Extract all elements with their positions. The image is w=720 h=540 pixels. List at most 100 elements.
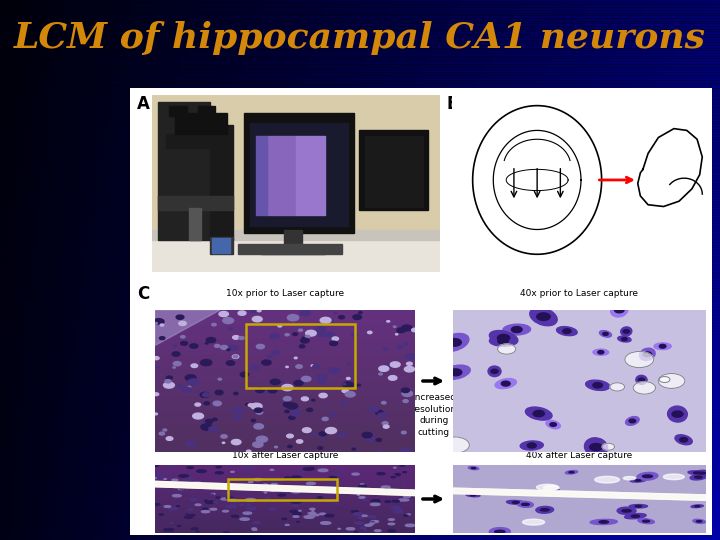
Bar bbox=[0, 234, 720, 238]
Circle shape bbox=[312, 364, 320, 368]
Circle shape bbox=[395, 334, 398, 335]
Circle shape bbox=[264, 492, 266, 493]
Ellipse shape bbox=[490, 528, 510, 536]
Bar bbox=[158, 0, 163, 540]
Ellipse shape bbox=[621, 327, 632, 336]
Bar bbox=[0, 245, 720, 248]
Circle shape bbox=[698, 472, 706, 474]
Circle shape bbox=[233, 355, 238, 358]
Circle shape bbox=[181, 341, 187, 345]
Circle shape bbox=[176, 484, 182, 485]
Ellipse shape bbox=[495, 379, 516, 389]
Bar bbox=[166, 134, 230, 148]
Circle shape bbox=[367, 524, 374, 525]
Bar bbox=[252, 0, 256, 540]
Circle shape bbox=[318, 380, 325, 384]
Circle shape bbox=[207, 338, 216, 342]
Circle shape bbox=[385, 501, 391, 502]
Circle shape bbox=[257, 309, 261, 312]
Bar bbox=[522, 0, 526, 540]
Bar bbox=[155, 506, 415, 509]
Bar bbox=[0, 399, 720, 402]
Bar bbox=[238, 244, 342, 254]
Ellipse shape bbox=[440, 333, 469, 352]
Circle shape bbox=[382, 402, 386, 404]
Bar bbox=[241, 0, 246, 540]
Bar bbox=[0, 4, 720, 8]
Bar bbox=[0, 412, 720, 416]
Bar bbox=[338, 0, 343, 540]
Bar bbox=[587, 0, 591, 540]
Circle shape bbox=[472, 468, 476, 469]
Bar bbox=[0, 269, 720, 273]
Bar bbox=[14, 0, 19, 540]
Bar bbox=[0, 174, 720, 178]
Bar bbox=[482, 0, 487, 540]
Bar bbox=[191, 0, 195, 540]
Bar bbox=[0, 447, 720, 451]
Bar bbox=[619, 0, 624, 540]
Circle shape bbox=[152, 464, 158, 467]
Circle shape bbox=[177, 525, 181, 526]
Bar bbox=[155, 0, 159, 540]
Circle shape bbox=[200, 360, 212, 366]
Bar bbox=[0, 212, 720, 216]
Circle shape bbox=[215, 487, 220, 489]
Bar bbox=[68, 0, 73, 540]
Circle shape bbox=[213, 502, 217, 503]
Bar bbox=[0, 369, 720, 373]
Circle shape bbox=[371, 500, 380, 502]
Circle shape bbox=[319, 393, 327, 398]
Bar bbox=[0, 436, 720, 440]
Circle shape bbox=[537, 313, 550, 320]
Bar bbox=[0, 31, 720, 35]
Bar bbox=[155, 324, 415, 332]
Circle shape bbox=[624, 330, 629, 333]
Circle shape bbox=[220, 346, 228, 349]
Bar bbox=[0, 342, 720, 346]
Circle shape bbox=[310, 508, 315, 510]
Bar bbox=[22, 0, 26, 540]
Circle shape bbox=[252, 529, 257, 530]
Circle shape bbox=[253, 442, 263, 447]
Bar bbox=[155, 465, 415, 468]
Circle shape bbox=[252, 316, 262, 322]
Bar bbox=[7, 0, 12, 540]
Bar bbox=[0, 15, 720, 19]
Bar bbox=[605, 0, 609, 540]
Bar bbox=[155, 395, 415, 402]
Circle shape bbox=[658, 374, 685, 388]
Circle shape bbox=[393, 510, 403, 513]
Polygon shape bbox=[155, 481, 415, 496]
Bar bbox=[0, 536, 720, 540]
Circle shape bbox=[393, 508, 401, 510]
Bar bbox=[0, 215, 720, 219]
Bar bbox=[267, 136, 296, 215]
Bar bbox=[0, 207, 720, 211]
Circle shape bbox=[191, 364, 198, 368]
Bar bbox=[162, 0, 166, 540]
Circle shape bbox=[253, 478, 262, 481]
Circle shape bbox=[186, 467, 193, 469]
Bar bbox=[500, 0, 505, 540]
Circle shape bbox=[240, 518, 249, 521]
Bar bbox=[0, 528, 720, 532]
Bar bbox=[155, 438, 415, 445]
Circle shape bbox=[379, 373, 382, 375]
Bar bbox=[155, 360, 415, 367]
Bar bbox=[0, 250, 720, 254]
Circle shape bbox=[491, 369, 498, 373]
Bar bbox=[659, 0, 663, 540]
Circle shape bbox=[368, 408, 372, 410]
Circle shape bbox=[595, 476, 619, 483]
Bar bbox=[317, 0, 321, 540]
Circle shape bbox=[563, 329, 571, 333]
Circle shape bbox=[268, 355, 272, 358]
Circle shape bbox=[400, 465, 405, 466]
Bar bbox=[0, 83, 720, 86]
Bar bbox=[155, 317, 415, 324]
Circle shape bbox=[449, 369, 462, 376]
Text: Increased
resolution
during
cutting: Increased resolution during cutting bbox=[411, 393, 456, 437]
Circle shape bbox=[302, 397, 308, 401]
Circle shape bbox=[498, 344, 516, 354]
